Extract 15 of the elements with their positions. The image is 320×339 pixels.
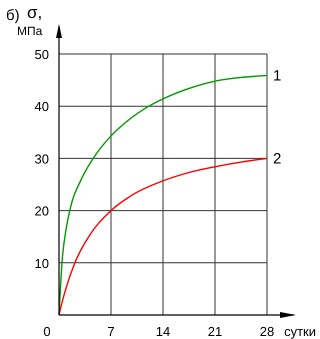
y-tick-label: 40: [34, 99, 49, 114]
line-series: [58, 158, 268, 316]
x-tick-label: 0: [43, 324, 51, 339]
x-tick-label: 28: [260, 324, 274, 339]
y-tick-label: 20: [34, 204, 49, 219]
y-tick-label: 10: [34, 256, 49, 271]
x-tick-label: 7: [107, 324, 115, 339]
chart-title: б): [6, 7, 20, 24]
x-tick-label: 14: [156, 324, 170, 339]
y-tick-label: 50: [34, 47, 49, 62]
series-label: 1: [273, 67, 282, 84]
x-axis-title: сутки: [284, 324, 316, 339]
series-label: 2: [273, 150, 282, 168]
x-tick-label: 21: [208, 324, 222, 339]
y-tick-label: 30: [34, 151, 49, 166]
